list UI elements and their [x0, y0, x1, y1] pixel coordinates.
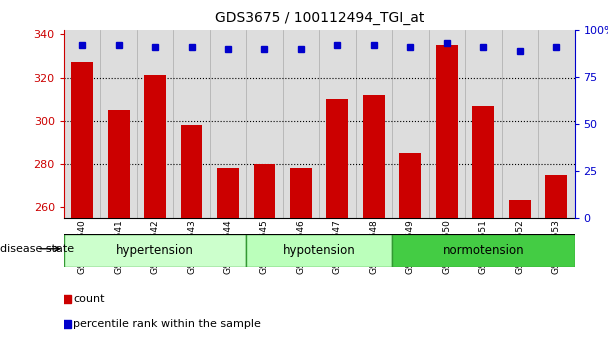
Bar	[290, 168, 312, 218]
Bar	[326, 99, 348, 218]
Bar	[210, 30, 246, 218]
Bar	[181, 125, 202, 218]
Bar	[64, 30, 100, 218]
Bar	[173, 30, 210, 218]
Bar	[538, 30, 575, 218]
Bar	[502, 30, 538, 218]
Bar	[246, 30, 283, 218]
Bar	[429, 30, 465, 218]
Bar	[108, 110, 130, 218]
Bar	[545, 175, 567, 218]
Bar	[64, 234, 246, 267]
Text: disease state: disease state	[0, 244, 74, 254]
Bar	[137, 30, 173, 218]
Bar	[399, 153, 421, 218]
Text: hypertension: hypertension	[116, 244, 194, 257]
Bar	[509, 200, 531, 218]
Bar	[392, 30, 429, 218]
Bar	[319, 30, 356, 218]
Bar	[254, 164, 275, 218]
Bar	[246, 234, 392, 267]
Bar	[71, 62, 93, 218]
Bar	[392, 234, 575, 267]
Bar	[217, 168, 239, 218]
Title: GDS3675 / 100112494_TGI_at: GDS3675 / 100112494_TGI_at	[215, 11, 424, 25]
Bar	[100, 30, 137, 218]
Bar	[436, 45, 458, 218]
Bar	[465, 30, 502, 218]
Text: hypotension: hypotension	[283, 244, 356, 257]
Bar	[283, 30, 319, 218]
Bar	[472, 105, 494, 218]
Text: percentile rank within the sample: percentile rank within the sample	[73, 319, 261, 329]
Bar	[144, 75, 166, 218]
Bar	[356, 30, 392, 218]
Bar	[363, 95, 385, 218]
Text: count: count	[73, 294, 105, 304]
Text: normotension: normotension	[443, 244, 524, 257]
